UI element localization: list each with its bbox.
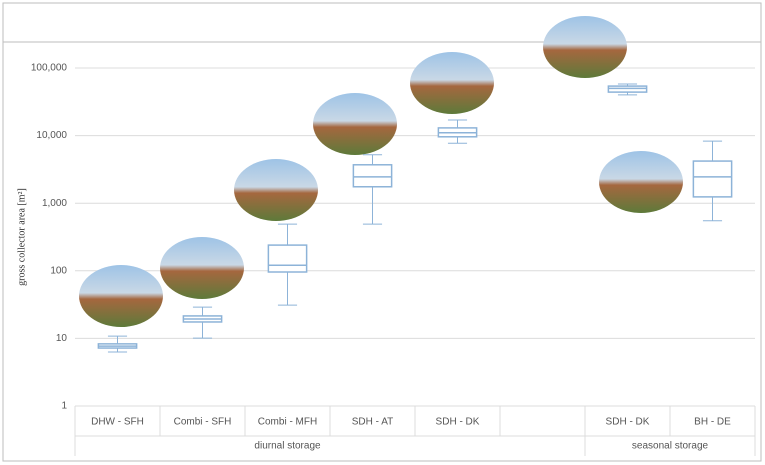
x-tick-label: DHW - SFH: [91, 417, 144, 428]
y-tick-label: 1,000: [42, 198, 67, 209]
photo: [160, 237, 244, 299]
y-tick-label: 10,000: [36, 130, 67, 141]
group-label: diurnal storage: [254, 441, 321, 452]
photos: [79, 16, 683, 327]
photo: [410, 52, 494, 114]
photo: [543, 16, 627, 78]
box-plot: [267, 223, 308, 306]
box-plot: [352, 154, 393, 225]
photo: [599, 151, 683, 213]
box-plot: [182, 306, 223, 339]
photo: [313, 93, 397, 155]
box-plot: [97, 335, 138, 353]
y-axis-label: gross collector area [m²]: [16, 188, 27, 286]
x-tick-label: Combi - MFH: [258, 417, 317, 428]
box: [692, 160, 733, 198]
y-tick-label: 100,000: [31, 63, 68, 74]
x-tick-label: SDH - AT: [352, 417, 393, 428]
group-label: seasonal storage: [632, 441, 709, 452]
box: [352, 164, 393, 188]
y-tick-label: 1: [61, 401, 67, 412]
y-tick-label: 10: [56, 333, 68, 344]
box-plot: [607, 83, 648, 96]
box: [267, 244, 308, 273]
x-tick-label: BH - DE: [694, 417, 731, 428]
y-tick-label: 100: [50, 265, 67, 276]
photo: [79, 265, 163, 327]
x-tick-label: Combi - SFH: [174, 417, 232, 428]
box-plot: [692, 140, 733, 222]
photo: [234, 159, 318, 221]
x-tick-label: SDH - DK: [606, 417, 650, 428]
box-plot: [437, 119, 478, 144]
x-tick-label: SDH - DK: [436, 417, 480, 428]
